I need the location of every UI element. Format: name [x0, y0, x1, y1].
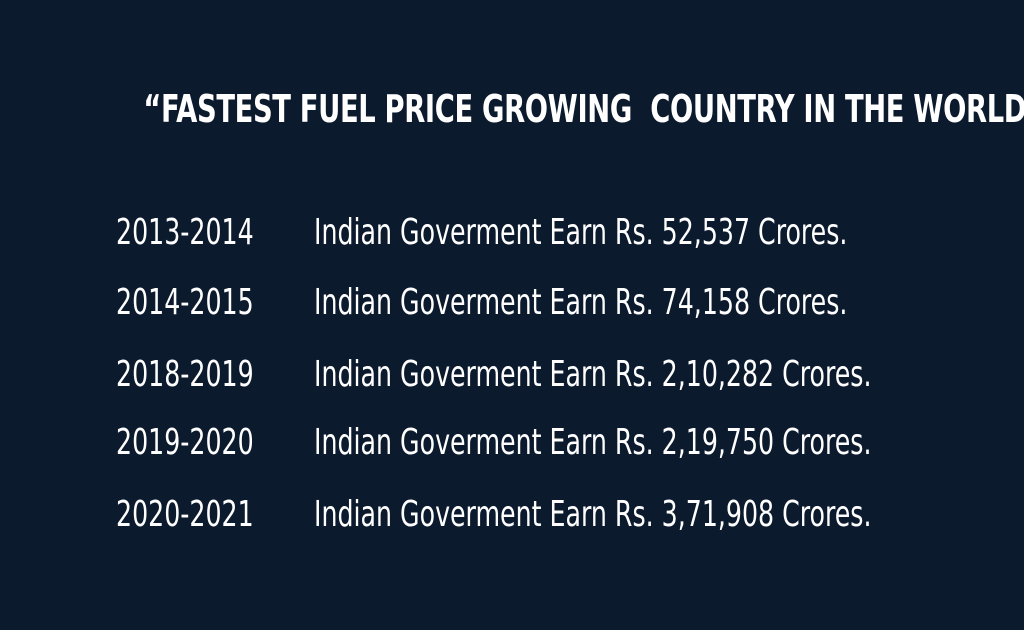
earnings-text: Indian Goverment Earn Rs. 52,537 Crores. — [314, 212, 848, 253]
earnings-row: 2018-2019 Indian Goverment Earn Rs. 2,10… — [0, 350, 1024, 400]
fiscal-year: 2020-2021 — [116, 494, 254, 535]
earnings-text: Indian Goverment Earn Rs. 3,71,908 Crore… — [314, 494, 872, 535]
earnings-row: 2013-2014 Indian Goverment Earn Rs. 52,5… — [0, 208, 1024, 258]
fiscal-year: 2014-2015 — [116, 282, 254, 323]
earnings-text: Indian Goverment Earn Rs. 2,19,750 Crore… — [314, 422, 872, 463]
fiscal-year: 2013-2014 — [116, 212, 254, 253]
earnings-text: Indian Goverment Earn Rs. 2,10,282 Crore… — [314, 354, 872, 395]
earnings-text: Indian Goverment Earn Rs. 74,158 Crores. — [314, 282, 848, 323]
fiscal-year: 2019-2020 — [116, 422, 254, 463]
fiscal-year: 2018-2019 — [116, 354, 254, 395]
earnings-row: 2014-2015 Indian Goverment Earn Rs. 74,1… — [0, 278, 1024, 328]
earnings-row: 2019-2020 Indian Goverment Earn Rs. 2,19… — [0, 418, 1024, 468]
earnings-row: 2020-2021 Indian Goverment Earn Rs. 3,71… — [0, 490, 1024, 540]
